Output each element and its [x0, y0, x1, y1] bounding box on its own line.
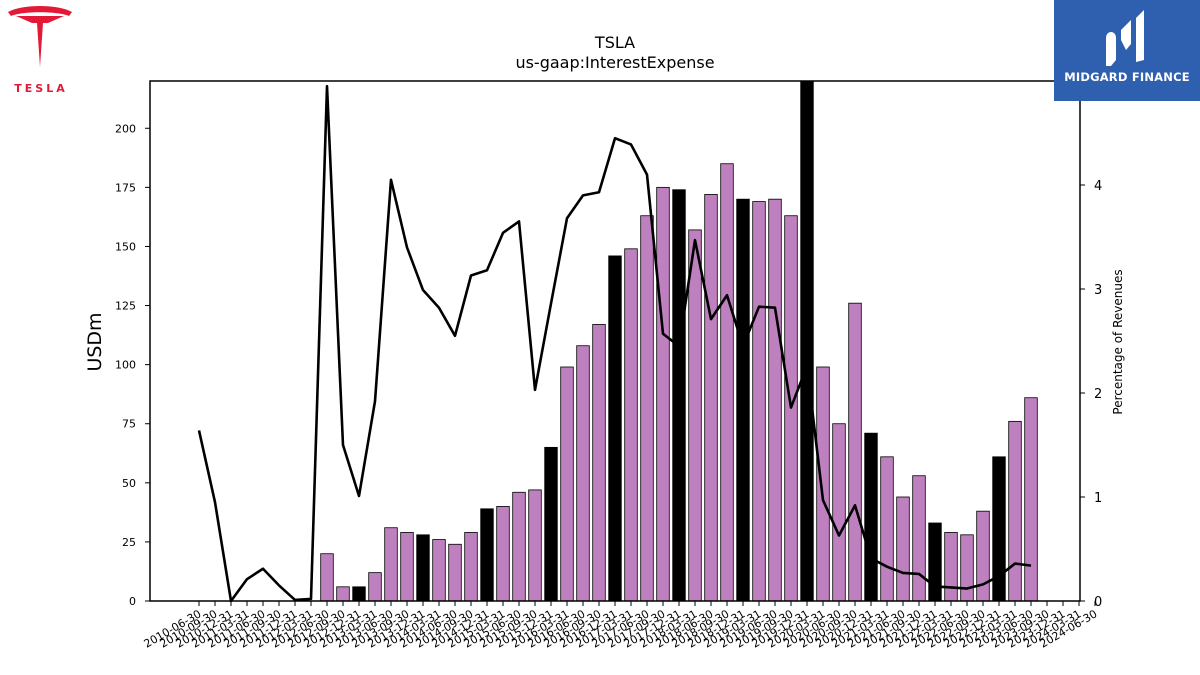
bar — [688, 229, 702, 602]
x-ticks: 2010-06-302010-09-302010-12-312011-03-31… — [142, 601, 1100, 651]
y2-tick-label: 1 — [1094, 491, 1102, 506]
bar — [720, 163, 734, 602]
bars-layer — [320, 80, 1038, 602]
bar — [672, 189, 686, 602]
bar — [800, 80, 814, 602]
y2-tick-label: 2 — [1094, 387, 1102, 402]
bar — [560, 366, 574, 602]
bar — [912, 475, 926, 602]
chart-title: TSLA — [594, 33, 635, 52]
y-tick-label: 175 — [115, 181, 136, 194]
bar — [448, 543, 462, 602]
y2-tick-label: 4 — [1094, 179, 1102, 194]
y2-ticks: 012345 — [1080, 75, 1102, 610]
y-tick-label: 100 — [115, 359, 136, 372]
bar — [880, 456, 894, 602]
bar — [752, 201, 766, 602]
y-tick-label: 150 — [115, 240, 136, 253]
y2-tick-label: 3 — [1094, 283, 1102, 298]
bar — [1008, 420, 1022, 602]
bar — [400, 532, 414, 602]
bar — [432, 539, 446, 602]
y-tick-label: 75 — [122, 418, 136, 431]
midgard-m-icon — [1106, 10, 1144, 66]
bar — [624, 248, 638, 602]
bar — [336, 586, 350, 602]
bar — [416, 534, 430, 602]
bar — [576, 345, 590, 602]
bar — [928, 522, 942, 602]
bar — [896, 496, 910, 602]
bar — [944, 532, 958, 602]
bar — [528, 489, 542, 602]
bar — [864, 432, 878, 602]
bar — [816, 366, 830, 602]
bar — [832, 423, 846, 602]
bar — [848, 302, 862, 602]
bar — [352, 586, 366, 602]
line-layer — [197, 84, 1032, 603]
bar — [704, 194, 718, 602]
bar — [368, 572, 382, 602]
bar — [384, 527, 398, 602]
bar — [512, 491, 526, 602]
bar — [320, 553, 334, 602]
y-tick-label: 0 — [129, 595, 136, 608]
bar — [736, 198, 750, 602]
chart-subtitle: us-gaap:InterestExpense — [515, 53, 714, 72]
midgard-finance-wordmark: MIDGARD FINANCE — [1064, 70, 1190, 84]
tesla-logo: TESLA — [0, 0, 84, 100]
tesla-wordmark: TESLA — [14, 82, 68, 95]
series-line — [197, 84, 1032, 603]
y-tick-label: 25 — [122, 536, 136, 549]
tesla-t-icon — [8, 6, 72, 67]
y-tick-label: 200 — [115, 122, 136, 135]
bar — [592, 324, 606, 602]
y-ticks: 0 25 50 75 100 125 150 175 200 — [115, 122, 150, 608]
y2-tick-label: 0 — [1094, 595, 1102, 610]
bar — [496, 506, 510, 602]
midgard-finance-logo: MIDGARD FINANCE — [1054, 0, 1200, 101]
bar — [544, 446, 558, 602]
bar — [1024, 397, 1038, 602]
bar — [768, 198, 782, 602]
y-tick-label: 50 — [122, 477, 136, 490]
bar — [656, 186, 670, 602]
bar — [960, 534, 974, 602]
bar — [464, 532, 478, 602]
bar — [976, 510, 990, 602]
bar — [480, 508, 494, 602]
y-axis-label: USDm — [84, 312, 106, 371]
y-tick-label: 125 — [115, 300, 136, 313]
bar — [640, 215, 654, 602]
bar — [608, 255, 622, 602]
y2-axis-label: Percentage of Revenues — [1111, 269, 1125, 414]
